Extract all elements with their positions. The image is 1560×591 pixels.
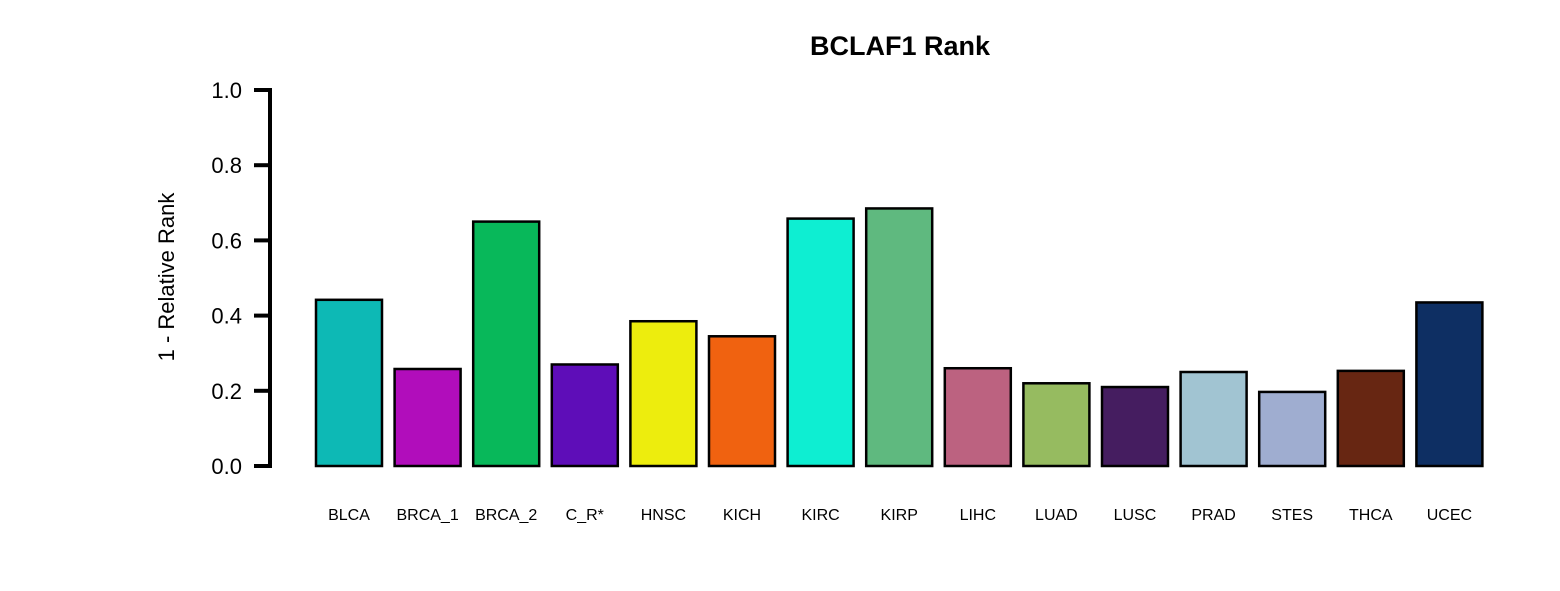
x-category-label: LUAD xyxy=(1035,507,1078,524)
bar-blca xyxy=(314,298,384,468)
y-axis-label: 1 - Relative Rank xyxy=(154,192,179,362)
bar-c-r- xyxy=(550,363,620,468)
y-tick-label: 0.6 xyxy=(211,228,242,253)
bar-kirc xyxy=(786,217,855,468)
bars xyxy=(314,207,1484,468)
bar-kich xyxy=(707,335,777,468)
bar-stes xyxy=(1257,390,1327,468)
x-category-label: LIHC xyxy=(960,507,996,524)
y-tick-label: 0.0 xyxy=(211,454,242,479)
bar-luad xyxy=(1022,382,1091,468)
category-labels: BLCA BRCA_1 BRCA_2 C_R* HNSC KICH KIRC KIRP LIHC… xyxy=(328,507,1472,524)
bar-hnsc xyxy=(629,319,698,468)
x-category-label: PRAD xyxy=(1191,507,1235,524)
x-category-label: KIRP xyxy=(881,507,918,524)
x-category-label: UCEC xyxy=(1427,507,1472,524)
x-category-label: HNSC xyxy=(641,507,686,524)
chart-title: BCLAF1 Rank xyxy=(810,31,991,61)
y-axis: 0.0 0.2 0.4 0.6 0.8 1.0 xyxy=(211,78,272,479)
bar-kirp xyxy=(864,207,934,468)
x-category-label: BRCA_2 xyxy=(475,507,537,524)
x-category-label: LUSC xyxy=(1114,507,1157,524)
bar-brca-2 xyxy=(471,220,541,468)
x-category-label: BLCA xyxy=(328,507,370,524)
y-tick-label: 0.8 xyxy=(211,153,242,178)
y-tick-label: 0.4 xyxy=(211,304,242,329)
bar-brca-1 xyxy=(393,367,462,468)
bar-lihc xyxy=(943,366,1013,468)
x-category-label: KICH xyxy=(723,507,761,524)
y-tick-label: 1.0 xyxy=(211,78,242,103)
x-category-label: STES xyxy=(1271,507,1313,524)
y-tick-label: 0.2 xyxy=(211,379,242,404)
bar-ucec xyxy=(1415,301,1484,468)
x-category-label: C_R* xyxy=(566,507,604,524)
x-category-label: KIRC xyxy=(801,507,839,524)
x-category-label: THCA xyxy=(1349,507,1393,524)
bar-lusc xyxy=(1100,385,1170,468)
x-category-label: BRCA_1 xyxy=(396,507,458,524)
bar-thca xyxy=(1336,369,1406,468)
bar-prad xyxy=(1179,370,1248,468)
